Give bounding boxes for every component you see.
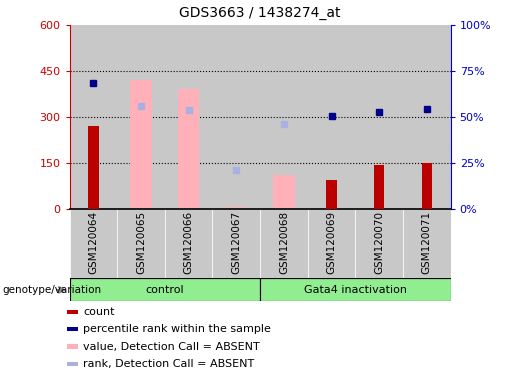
Bar xyxy=(67,327,78,331)
Text: percentile rank within the sample: percentile rank within the sample xyxy=(83,324,271,334)
Bar xyxy=(70,278,260,301)
Bar xyxy=(260,25,308,209)
Bar xyxy=(374,166,384,209)
Text: rank, Detection Call = ABSENT: rank, Detection Call = ABSENT xyxy=(83,359,254,369)
Bar xyxy=(178,89,199,209)
Bar xyxy=(212,25,260,209)
Bar xyxy=(273,175,295,209)
Bar xyxy=(117,209,165,278)
Text: GSM120068: GSM120068 xyxy=(279,211,289,275)
Bar xyxy=(260,209,308,278)
Text: GSM120070: GSM120070 xyxy=(374,211,384,274)
Bar xyxy=(355,209,403,278)
Bar xyxy=(165,25,212,209)
Bar xyxy=(260,278,451,301)
Bar xyxy=(70,25,117,209)
Bar xyxy=(307,209,355,278)
Bar xyxy=(355,25,403,209)
Text: GSM120071: GSM120071 xyxy=(422,211,432,275)
Bar xyxy=(403,209,451,278)
Bar xyxy=(307,25,355,209)
Bar xyxy=(67,362,78,366)
Bar xyxy=(226,207,247,209)
Text: value, Detection Call = ABSENT: value, Detection Call = ABSENT xyxy=(83,341,260,352)
Text: GSM120064: GSM120064 xyxy=(89,211,98,275)
Title: GDS3663 / 1438274_at: GDS3663 / 1438274_at xyxy=(179,6,341,20)
Text: GSM120069: GSM120069 xyxy=(327,211,336,275)
Bar xyxy=(130,80,152,209)
Text: control: control xyxy=(146,285,184,295)
Text: GSM120067: GSM120067 xyxy=(231,211,241,275)
Text: GSM120066: GSM120066 xyxy=(184,211,194,275)
Bar xyxy=(403,25,451,209)
Bar xyxy=(67,310,78,314)
Bar xyxy=(67,344,78,349)
Bar xyxy=(422,163,432,209)
Bar xyxy=(88,126,98,209)
Bar xyxy=(70,209,117,278)
Bar xyxy=(117,25,165,209)
Bar xyxy=(212,209,260,278)
Bar xyxy=(327,180,337,209)
Text: Gata4 inactivation: Gata4 inactivation xyxy=(304,285,407,295)
Text: genotype/variation: genotype/variation xyxy=(3,285,101,295)
Text: GSM120065: GSM120065 xyxy=(136,211,146,275)
Bar xyxy=(165,209,212,278)
Text: count: count xyxy=(83,307,115,317)
